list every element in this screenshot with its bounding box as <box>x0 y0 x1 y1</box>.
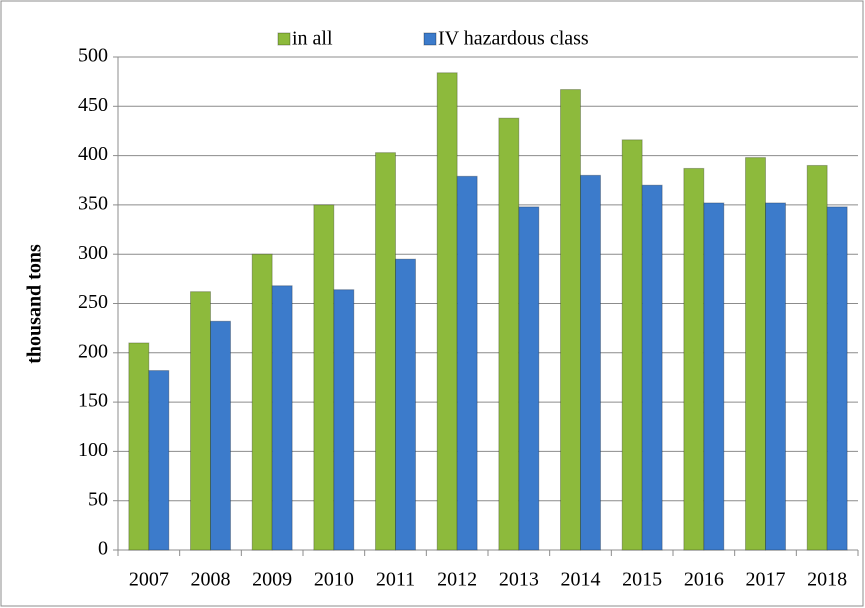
x-tick-label: 2015 <box>622 569 662 591</box>
y-tick-label: 200 <box>78 340 108 362</box>
x-tick-label: 2014 <box>561 569 601 591</box>
bar <box>313 204 335 551</box>
bar <box>375 152 396 551</box>
bar <box>395 258 416 551</box>
y-tick-label: 0 <box>98 538 108 560</box>
bar <box>148 370 170 551</box>
bar <box>765 202 786 551</box>
x-tick-label: 2012 <box>437 569 477 591</box>
y-tick-label: 300 <box>78 242 108 264</box>
bar <box>826 206 848 551</box>
bar <box>518 206 540 551</box>
legend-swatch <box>277 32 291 46</box>
x-tick-label: 2017 <box>746 569 786 591</box>
bar <box>190 291 211 551</box>
bar <box>560 89 581 551</box>
bar <box>580 174 601 551</box>
bar <box>128 342 150 551</box>
x-tick-label: 2013 <box>499 569 539 591</box>
y-tick-label: 50 <box>88 488 108 510</box>
y-tick-label: 350 <box>78 192 108 214</box>
bar <box>641 184 663 551</box>
bar <box>333 289 355 551</box>
x-tick-label: 2010 <box>314 569 354 591</box>
bar <box>806 164 828 551</box>
bar <box>745 157 766 551</box>
y-tick-label: 450 <box>78 94 108 116</box>
x-tick-label: 2008 <box>191 569 231 591</box>
bar <box>683 167 705 551</box>
x-tick-label: 2009 <box>252 569 292 591</box>
legend-label: in all <box>292 28 333 50</box>
y-tick-label: 500 <box>78 45 108 67</box>
bar <box>498 117 520 551</box>
y-tick-label: 100 <box>78 439 108 461</box>
x-tick-label: 2011 <box>376 569 415 591</box>
y-tick-label: 250 <box>78 291 108 313</box>
bar <box>456 175 478 551</box>
x-tick-label: 2018 <box>807 569 847 591</box>
bar <box>210 320 231 551</box>
bar <box>621 139 643 551</box>
y-axis-label: thousand tons <box>24 244 46 364</box>
bar <box>703 202 725 551</box>
y-tick-label: 150 <box>78 390 108 412</box>
legend-label: IV hazardous class <box>438 28 589 50</box>
legend-swatch <box>423 32 437 46</box>
bar <box>271 285 293 551</box>
x-tick-label: 2016 <box>684 569 724 591</box>
y-tick-label: 400 <box>78 143 108 165</box>
bar <box>436 72 458 551</box>
x-tick-label: 2007 <box>129 569 169 591</box>
bar <box>251 253 273 551</box>
